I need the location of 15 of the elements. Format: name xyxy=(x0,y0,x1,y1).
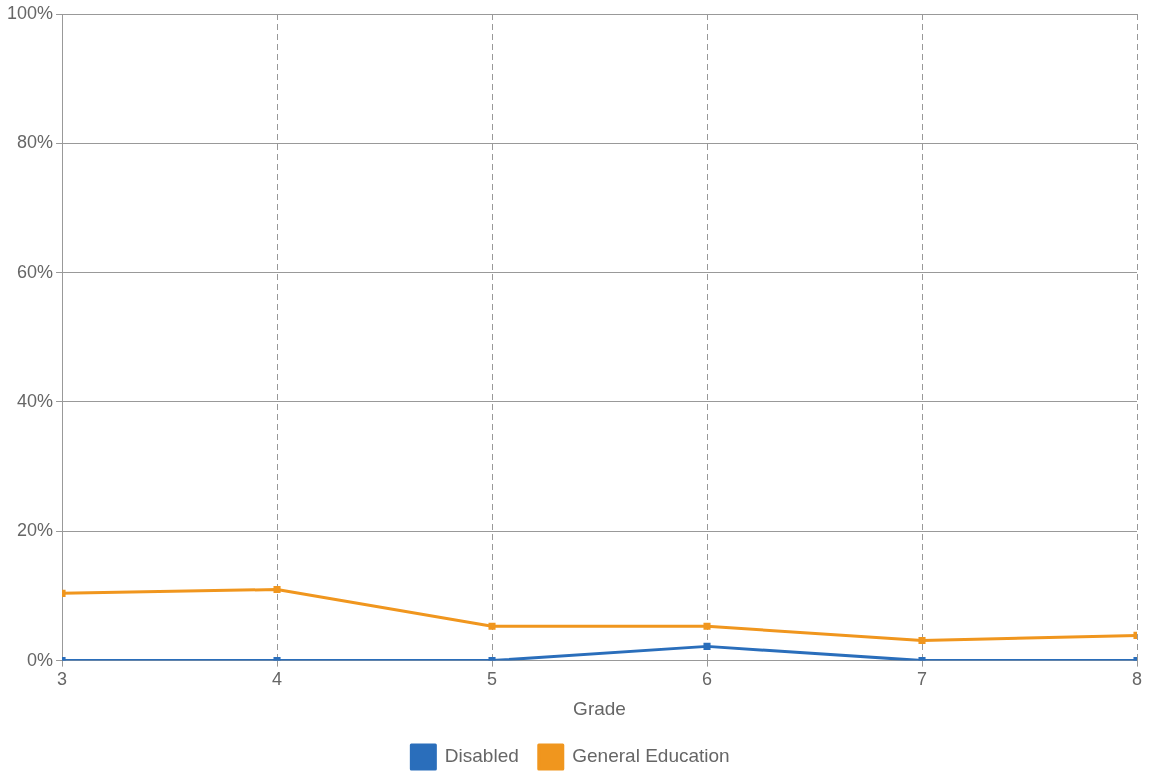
y-tick-label: 40% xyxy=(17,390,54,411)
y-tick-label: 80% xyxy=(17,132,54,153)
y-tick-label: 20% xyxy=(17,520,54,541)
x-tick-label: 4 xyxy=(272,669,283,690)
x-tick-label: 3 xyxy=(57,669,68,690)
legend-label: Disabled xyxy=(444,745,519,767)
x-tick-label: 7 xyxy=(917,669,928,690)
legend-label: General Education xyxy=(572,745,730,767)
x-tick-label: 5 xyxy=(487,669,498,690)
y-tick-label: 60% xyxy=(17,261,54,282)
x-tick-label: 6 xyxy=(702,669,713,690)
x-tick-label: 8 xyxy=(1131,669,1143,690)
y-tick-label: 100% xyxy=(6,2,54,23)
x-axis-title: Grade xyxy=(573,697,626,719)
y-tick-label: 0% xyxy=(27,649,54,670)
